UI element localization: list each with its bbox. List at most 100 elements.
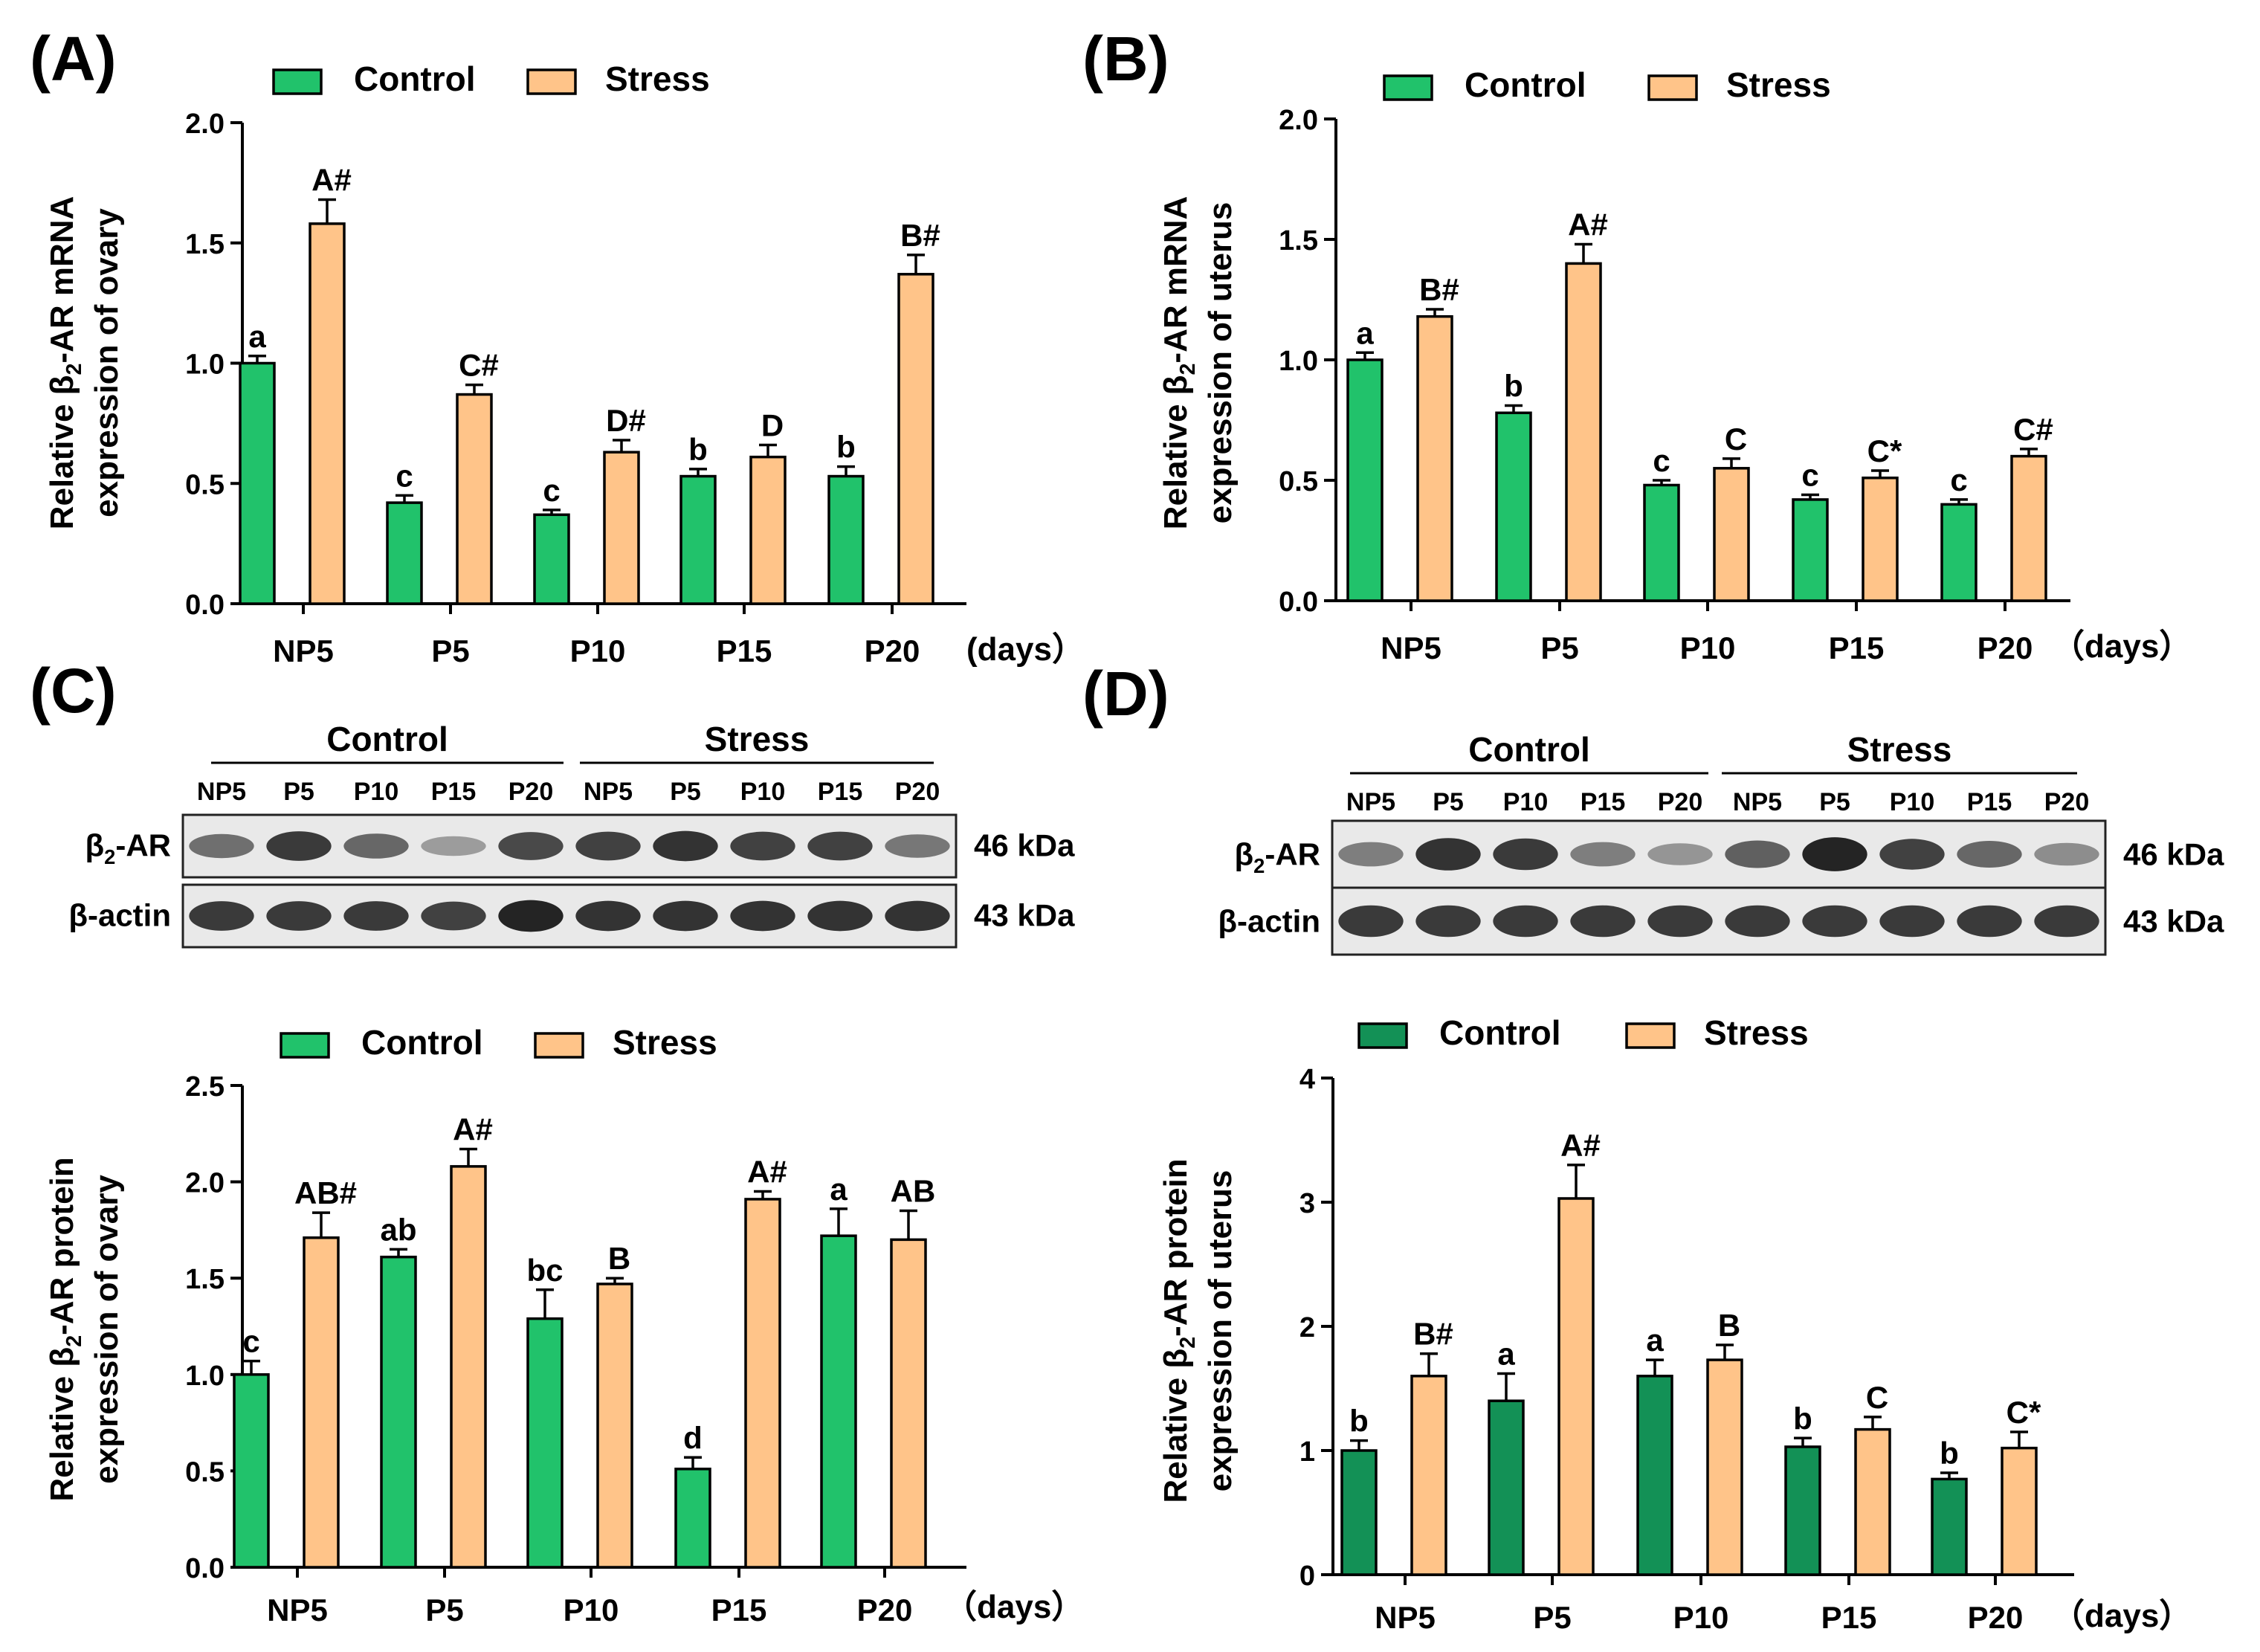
x-tick-label: P5 xyxy=(1540,630,1578,665)
legend-label-stress: Stress xyxy=(613,1023,717,1062)
x-tick-label: P5 xyxy=(1533,1600,1571,1635)
bar-control-NP5 xyxy=(1346,358,1384,602)
legend-swatch-control xyxy=(1357,1022,1408,1049)
significance-label: D xyxy=(761,407,784,442)
bar-stress-NP5 xyxy=(309,222,346,605)
bar-control-NP5 xyxy=(1340,1449,1378,1576)
legend-label-control: Control xyxy=(1465,65,1586,104)
bar-stress-P10 xyxy=(603,451,640,605)
group-label: Control xyxy=(326,720,448,758)
bar-control-P20 xyxy=(1940,503,1978,602)
y-tick-label: 2.5 xyxy=(185,1071,225,1103)
blot-band xyxy=(189,901,254,931)
bar-stress-P15 xyxy=(1862,477,1899,602)
significance-label: AB# xyxy=(294,1175,357,1210)
significance-label: A# xyxy=(311,163,352,198)
y-tick-label: 2.0 xyxy=(185,1168,225,1199)
x-tick-label: P20 xyxy=(857,1593,913,1627)
x-tick-label: NP5 xyxy=(1381,630,1441,665)
x-tick-label: P15 xyxy=(1821,1600,1877,1635)
group-label: Control xyxy=(1468,730,1590,769)
legend-swatch-control xyxy=(1383,74,1433,101)
blot-band xyxy=(1725,840,1790,868)
blot-band xyxy=(266,901,332,931)
bar-stress-NP5 xyxy=(303,1236,340,1569)
y-axis-label: expression of uterus xyxy=(1202,1170,1239,1492)
significance-label: d xyxy=(683,1420,703,1455)
days-label: （days） xyxy=(2052,1598,2192,1634)
x-tick-label: P5 xyxy=(425,1593,463,1627)
lane-label: NP5 xyxy=(1346,788,1395,816)
bar-control-P15 xyxy=(1784,1445,1821,1576)
y-axis-label: expression of uterus xyxy=(1202,202,1239,524)
significance-label: C* xyxy=(1867,433,1902,468)
bar-control-P5 xyxy=(1488,1399,1525,1576)
row-label: β-actin xyxy=(1218,903,1320,938)
y-axis-label: expression of ovary xyxy=(88,208,125,517)
x-tick-label: P10 xyxy=(564,1593,619,1627)
blot-band xyxy=(498,900,564,932)
significance-label: a xyxy=(1356,315,1374,350)
significance-label: c xyxy=(1653,443,1670,478)
bar-control-P15 xyxy=(674,1468,711,1569)
blot-band xyxy=(807,831,873,861)
significance-label: c xyxy=(242,1324,259,1359)
days-label: （days） xyxy=(944,1589,1084,1625)
days-label: （days） xyxy=(2052,628,2192,665)
significance-label: a xyxy=(830,1172,848,1207)
significance-label: a xyxy=(248,319,266,354)
lane-label: P5 xyxy=(1819,788,1850,816)
chart-panel-A: 0.0 0.5 1.0 1.5 2.0 a A# NP5 c C# P5 c D# P10 b D P15 b B#… xyxy=(44,59,966,668)
significance-label: B xyxy=(1718,1308,1740,1343)
x-tick-label: P20 xyxy=(1968,1600,2024,1635)
y-tick-label: 0.5 xyxy=(1279,466,1318,497)
blot-band xyxy=(1570,905,1636,938)
y-tick-label: 4 xyxy=(1300,1064,1315,1095)
bar-stress-P20 xyxy=(2001,1446,2038,1576)
y-tick-label: 1.0 xyxy=(185,1361,225,1392)
legend-label-stress: Stress xyxy=(1726,65,1831,104)
y-tick-label: 0.5 xyxy=(185,469,225,500)
significance-label: a xyxy=(1497,1336,1515,1371)
significance-label: ab xyxy=(380,1212,416,1247)
significance-label: B xyxy=(608,1241,630,1276)
y-axis-label: Relative β2-AR mRNA xyxy=(44,196,86,530)
y-tick-label: 0.0 xyxy=(185,1553,225,1584)
lane-label: NP5 xyxy=(197,778,246,806)
blot-band xyxy=(653,900,718,932)
x-tick-label: P15 xyxy=(717,633,772,668)
legend-label-stress: Stress xyxy=(1704,1013,1809,1052)
panel-label: (B) xyxy=(1082,24,1169,94)
legend-swatch-stress xyxy=(526,68,577,95)
significance-label: AB xyxy=(891,1173,936,1208)
blot-band xyxy=(575,831,641,861)
row-label: β2-AR xyxy=(85,827,171,868)
significance-label: c xyxy=(543,473,560,508)
lane-label: P5 xyxy=(670,778,701,806)
lane-label: NP5 xyxy=(1733,788,1782,816)
x-tick-label: P5 xyxy=(431,633,469,668)
blot-band xyxy=(343,833,409,859)
bar-stress-P15 xyxy=(749,455,787,605)
lane-label: P5 xyxy=(283,778,314,806)
y-tick-label: 1.0 xyxy=(185,349,225,381)
bar-stress-P5 xyxy=(450,1165,487,1569)
lane-label: NP5 xyxy=(584,778,633,806)
y-axis-label: Relative β2-AR protein xyxy=(1158,1158,1200,1503)
legend-swatch-control xyxy=(272,68,323,95)
significance-label: A# xyxy=(453,1112,493,1147)
blot-band xyxy=(1647,905,1713,938)
significance-label: A# xyxy=(1568,207,1608,242)
significance-label: A# xyxy=(747,1155,787,1190)
legend-swatch-stress xyxy=(1647,74,1698,101)
bar-control-P20 xyxy=(827,474,865,605)
lane-label: P5 xyxy=(1433,788,1464,816)
blot-band xyxy=(343,901,409,931)
x-tick-label: P15 xyxy=(711,1593,767,1627)
blot-band xyxy=(1415,905,1481,938)
bar-control-P5 xyxy=(386,501,423,605)
chart-panel-B: 0.0 0.5 1.0 1.5 2.0 a B# NP5 b A# P5 c C P10 c C* P15 c C#… xyxy=(1158,65,2070,665)
significance-label: A# xyxy=(1560,1128,1601,1163)
lane-label: P20 xyxy=(1658,788,1703,816)
group-label: Stress xyxy=(1847,730,1952,769)
